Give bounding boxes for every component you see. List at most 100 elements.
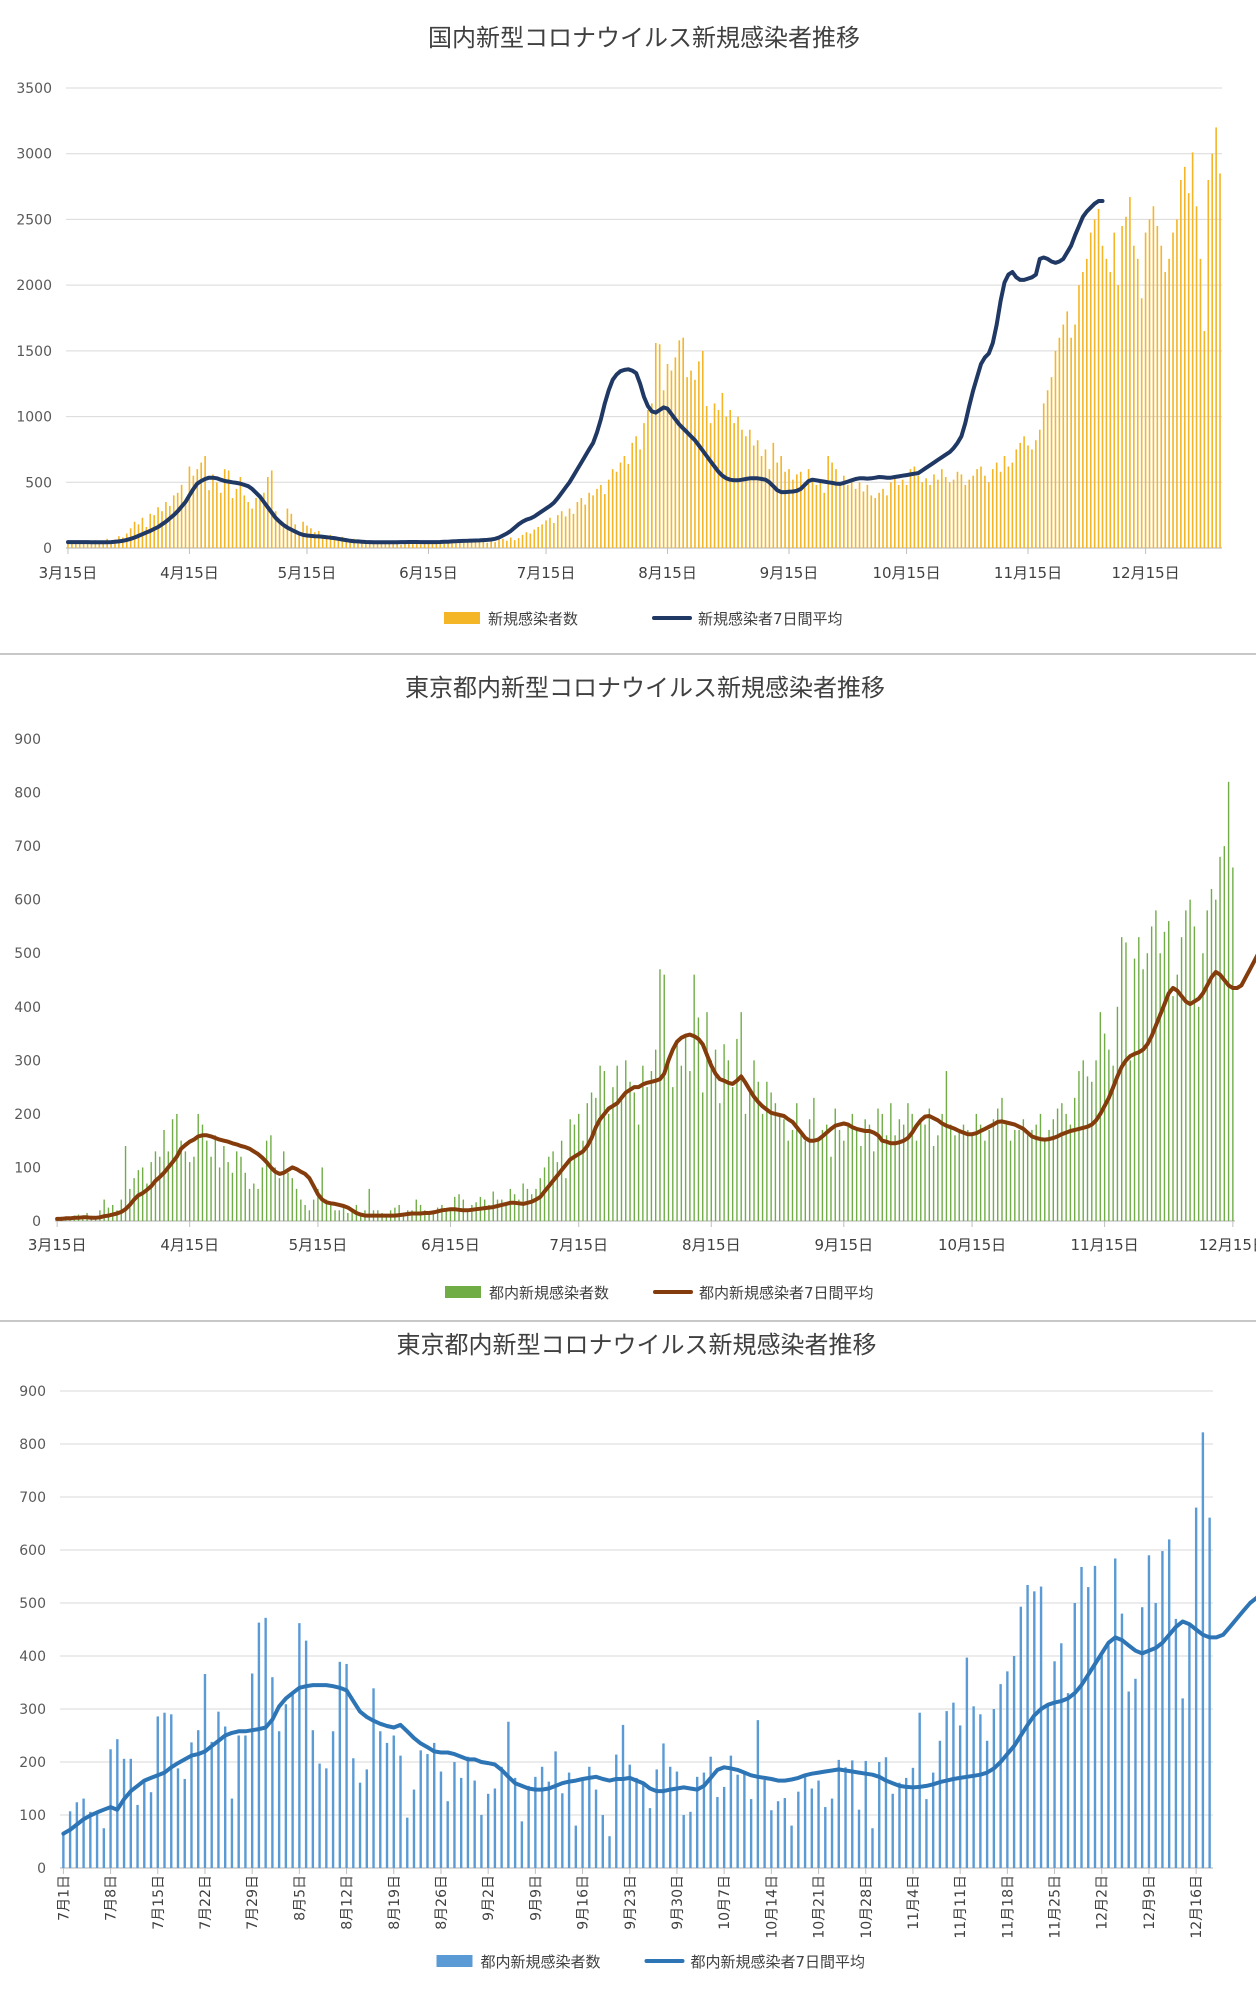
chart-title: 東京都内新型コロナウイルス新規感染者推移 <box>397 1331 877 1359</box>
data-bar <box>505 1204 507 1221</box>
data-bar <box>764 449 767 548</box>
data-bar <box>1031 449 1033 548</box>
x-tick-label: 8月12日 <box>340 1875 356 1930</box>
data-bar <box>459 1777 463 1868</box>
legend-line-label: 都内新規感染者7日間平均 <box>699 1284 874 1302</box>
data-bar <box>695 1776 699 1868</box>
data-bar <box>243 495 246 548</box>
x-tick-label: 11月4日 <box>906 1875 922 1930</box>
data-bar <box>646 1087 648 1221</box>
data-bar <box>885 1135 888 1221</box>
data-bar <box>351 1210 353 1221</box>
data-bar <box>278 1178 281 1221</box>
data-bar <box>689 1071 691 1221</box>
data-bar <box>774 1103 777 1221</box>
data-bar <box>291 1178 293 1221</box>
data-bar <box>928 1108 931 1221</box>
data-bar <box>267 477 269 548</box>
data-bar <box>251 508 253 548</box>
data-bar <box>1181 1698 1184 1868</box>
data-bar <box>835 469 837 548</box>
data-bar <box>654 1049 657 1221</box>
data-bar <box>891 1793 894 1868</box>
data-bar <box>870 495 873 548</box>
data-bar <box>379 1731 382 1868</box>
data-bar <box>612 1087 614 1221</box>
data-bar <box>909 469 912 548</box>
data-bar <box>265 1140 268 1221</box>
data-bar <box>1062 324 1065 548</box>
y-tick-label: 600 <box>14 893 41 909</box>
data-bar <box>176 492 179 548</box>
data-bar <box>312 1199 315 1221</box>
data-bar <box>847 1124 849 1221</box>
data-bar <box>722 1786 726 1868</box>
data-bar <box>78 544 81 548</box>
data-bar <box>102 542 105 548</box>
data-bar <box>116 1739 119 1868</box>
data-bar <box>976 469 978 548</box>
data-bar <box>159 1156 161 1221</box>
data-bar <box>372 1688 375 1868</box>
y-tick-label: 900 <box>19 1384 46 1400</box>
data-bar <box>749 429 751 548</box>
data-bar <box>672 1087 674 1221</box>
data-bar <box>1121 937 1123 1221</box>
x-tick-label: 11月25日 <box>1048 1875 1064 1939</box>
data-bar <box>572 513 575 548</box>
data-bar <box>1023 436 1025 548</box>
data-bar <box>446 1801 449 1868</box>
data-bar <box>714 1049 717 1221</box>
data-bar <box>745 436 747 548</box>
data-bar <box>807 469 810 548</box>
data-bar <box>423 542 426 548</box>
data-bar <box>1001 1097 1003 1221</box>
data-bar <box>972 475 974 548</box>
data-bar <box>995 462 998 548</box>
data-bar <box>1101 245 1104 548</box>
data-bar <box>864 1119 866 1221</box>
data-bar <box>193 1156 195 1221</box>
data-bar <box>1089 232 1092 549</box>
data-bar <box>1100 1655 1103 1868</box>
data-bar <box>1058 337 1061 548</box>
data-bar <box>826 1124 828 1221</box>
data-bar <box>122 1758 126 1868</box>
data-bar <box>962 1124 965 1221</box>
data-bar <box>392 1735 395 1868</box>
data-bar <box>474 542 477 548</box>
data-bar <box>411 1210 413 1221</box>
data-bar <box>253 1183 255 1221</box>
data-bar <box>1133 958 1136 1221</box>
data-bar <box>1113 232 1116 549</box>
data-bar <box>145 526 148 548</box>
data-bar <box>584 504 587 548</box>
data-bar <box>462 543 465 548</box>
data-bar <box>325 536 328 548</box>
data-bar <box>427 542 430 548</box>
data-bar <box>237 1735 240 1868</box>
y-tick-label: 0 <box>37 1861 46 1877</box>
data-bar <box>231 1172 234 1221</box>
data-bar <box>1012 1656 1016 1868</box>
data-bar <box>954 1135 956 1221</box>
data-bar <box>655 1769 658 1868</box>
data-bar <box>569 1119 571 1221</box>
data-bar <box>449 1207 452 1221</box>
chart-title: 国内新型コロナウイルス新規感染者推移 <box>428 24 860 52</box>
data-bar <box>402 1215 405 1221</box>
data-bar <box>1003 456 1006 548</box>
data-bar <box>588 1766 591 1868</box>
data-bar <box>217 1711 220 1868</box>
data-bar <box>709 423 712 548</box>
data-bar <box>353 538 355 548</box>
data-bar <box>918 1712 921 1868</box>
data-bar <box>956 471 959 548</box>
data-bar <box>204 456 206 548</box>
data-bar <box>810 1788 814 1868</box>
data-bar <box>811 479 814 548</box>
data-bar <box>294 524 297 548</box>
data-bar <box>1148 219 1151 548</box>
data-bar <box>103 1199 105 1221</box>
data-bar <box>163 1712 166 1868</box>
